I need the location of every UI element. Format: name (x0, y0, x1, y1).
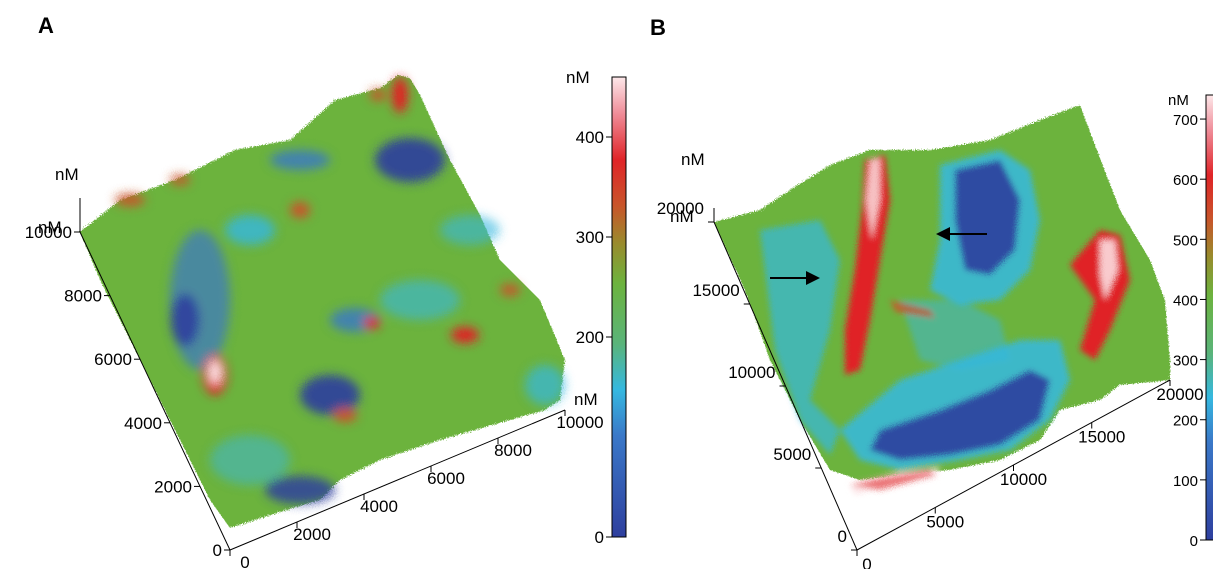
panel-a-axes (79, 198, 566, 551)
panel-b-colorbar: nM 0 100 200 300 400 500 600 700 (1168, 92, 1213, 550)
panel-a: A (25, 13, 627, 569)
panel-a-y-tick-label: 4000 (124, 414, 162, 433)
panel-b-y-tick-label: 10000 (728, 363, 775, 382)
panel-b-colorbar-tick-label: 100 (1173, 473, 1198, 490)
panel-a-z-unit: nM (55, 165, 79, 184)
panel-b-label: B (650, 15, 666, 40)
panel-b-colorbar-tick-label: 0 (1190, 533, 1198, 550)
panel-a-x-ticks: 0 2000 4000 6000 8000 10000 (229, 410, 604, 569)
panel-b-colorbar-tick-label: 600 (1173, 172, 1198, 189)
panel-b-x-ticks: 0 5000 10000 15000 20000 (856, 380, 1204, 569)
panel-b-x-tick-label: 10000 (1000, 470, 1047, 489)
panel-a-colorbar-ticks: 0 200 300 400 (576, 128, 612, 547)
panel-a-y-tick-label: 2000 (154, 477, 192, 496)
panel-a-surface (80, 75, 565, 528)
panel-a-x-unit: nM (574, 390, 598, 409)
panel-a-colorbar-tick-label: 0 (595, 528, 604, 547)
panel-b-colorbar-unit: nM (1168, 92, 1189, 109)
panel-b-arrow-left (936, 227, 987, 241)
panel-b-colorbar-tick-label: 700 (1173, 112, 1198, 129)
panel-b-colorbar-tick-label: 500 (1173, 232, 1198, 249)
panel-b-arrow-right (770, 271, 820, 285)
panel-a-colorbar: nM 0 200 300 400 (566, 68, 627, 547)
panel-b-x-tick-label: 5000 (926, 513, 964, 532)
panel-b-x-tick-label: 15000 (1078, 428, 1125, 447)
panel-b-colorbar-tick-label: 400 (1173, 292, 1198, 309)
panel-b-y-tick-label: 5000 (773, 445, 811, 464)
panel-a-x-tick-label: 4000 (360, 497, 398, 516)
panel-a-y-tick-label: 0 (213, 541, 222, 560)
panel-b-colorbar-tick-label: 200 (1173, 413, 1198, 430)
panel-a-corner-unit: nM (38, 218, 62, 237)
panel-b-colorbar-bar (1205, 94, 1213, 541)
panel-a-y-tick-label: 8000 (64, 287, 102, 306)
panel-a-colorbar-tick-label: 300 (576, 228, 604, 247)
panel-b-surface-features (760, 150, 1130, 495)
panel-a-x-tick-label: 6000 (427, 469, 465, 488)
panel-a-label: A (38, 13, 54, 38)
panel-a-x-tick-label: 10000 (556, 413, 603, 432)
panel-a-y-tick-label: 10000 (25, 223, 72, 242)
panel-a-surface-base (80, 75, 565, 528)
panel-a-colorbar-tick-label: 200 (576, 328, 604, 347)
panel-b-colorbar-tick-label: 300 (1173, 353, 1198, 370)
panel-b-y-tick-label: 0 (838, 527, 847, 546)
panel-b-corner-unit: nM (670, 207, 694, 226)
panel-a-colorbar-unit: nM (566, 68, 590, 87)
panel-b-x-tick-label: 20000 (1156, 385, 1203, 404)
panel-b-z-unit: nM (681, 150, 705, 169)
panel-b: B (650, 15, 1213, 569)
panel-a-surface-features (115, 77, 565, 504)
panel-a-colorbar-tick-label: 400 (576, 128, 604, 147)
panel-b-x-tick-label: 0 (862, 555, 871, 569)
panel-a-x-tick-label: 0 (240, 553, 249, 569)
panel-b-surface (714, 105, 1170, 495)
panel-b-y-tick-label: 15000 (692, 281, 739, 300)
panel-a-x-tick-label: 2000 (293, 525, 331, 544)
panel-a-y-tick-label: 6000 (94, 350, 132, 369)
panel-a-x-tick-label: 8000 (494, 441, 532, 460)
panel-b-y-tick-label: 20000 (657, 199, 704, 218)
panel-a-colorbar-bar (611, 76, 627, 538)
panel-b-colorbar-ticks: 0 100 200 300 400 500 600 700 (1173, 112, 1206, 550)
panel-a-y-ticks: 0 2000 4000 6000 8000 10000 (25, 223, 230, 560)
panel-b-y-ticks: 0 5000 10000 15000 20000 (657, 199, 857, 551)
